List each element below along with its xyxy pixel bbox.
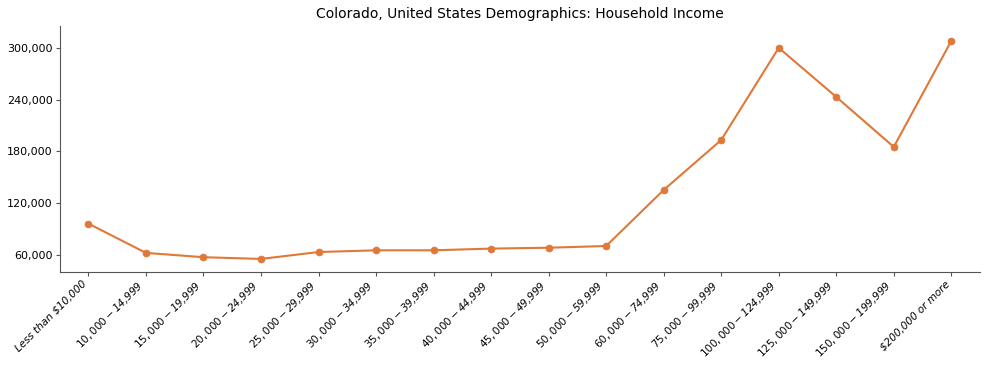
Title: Colorado, United States Demographics: Household Income: Colorado, United States Demographics: Ho… bbox=[316, 7, 723, 21]
